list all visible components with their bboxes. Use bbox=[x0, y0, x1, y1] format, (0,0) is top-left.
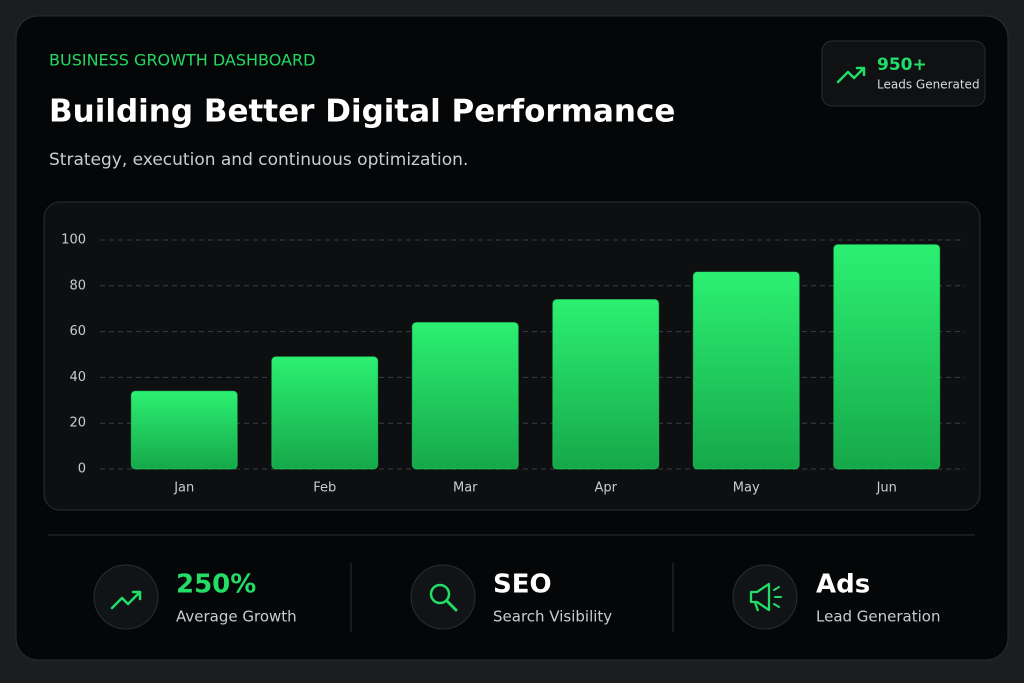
growth-icon bbox=[110, 590, 142, 610]
stat-icon-bg bbox=[93, 564, 159, 630]
y-tick-label: 80 bbox=[69, 278, 86, 293]
badge bbox=[821, 40, 986, 107]
trend-icon bbox=[836, 66, 866, 84]
x-tick-label: May bbox=[733, 481, 760, 496]
megaphone-icon bbox=[773, 586, 782, 608]
stat-label: Search Visibility bbox=[493, 608, 612, 626]
y-tick-label: 60 bbox=[69, 324, 86, 339]
bar bbox=[552, 299, 660, 470]
subtitle: Strategy, execution and continuous optim… bbox=[49, 150, 468, 170]
stat-value: 250% bbox=[176, 570, 256, 600]
title: Building Better Digital Performance bbox=[49, 94, 675, 130]
x-tick-label: Jun bbox=[876, 481, 897, 496]
bar bbox=[411, 321, 519, 470]
x-tick-label: Feb bbox=[313, 481, 336, 496]
eyebrow: BUSINESS GROWTH DASHBOARD bbox=[49, 51, 315, 70]
stat-icon-bg bbox=[410, 564, 476, 630]
stat-icon-bg bbox=[732, 564, 798, 630]
megaphone-icon bbox=[749, 582, 771, 612]
search-icon bbox=[445, 599, 458, 612]
bar bbox=[130, 390, 238, 470]
stat-label: Lead Generation bbox=[816, 608, 940, 626]
y-tick-label: 0 bbox=[78, 462, 86, 477]
y-tick-label: 20 bbox=[69, 416, 86, 431]
badge-value: 950+ bbox=[877, 55, 927, 75]
stat-value: Ads bbox=[816, 570, 870, 600]
x-tick-label: Mar bbox=[453, 481, 478, 496]
bar bbox=[271, 356, 379, 470]
stat-label: Average Growth bbox=[176, 608, 297, 626]
x-tick-label: Jan bbox=[173, 481, 194, 496]
search-icon bbox=[429, 583, 451, 605]
bar bbox=[833, 244, 941, 470]
y-tick-label: 100 bbox=[61, 233, 86, 248]
y-tick-label: 40 bbox=[69, 370, 86, 385]
badge-label: Leads Generated bbox=[877, 78, 980, 92]
stat-value: SEO bbox=[493, 570, 552, 600]
plot: 0 20 40 60 80 100 Jan Feb Mar Apr May Jun bbox=[61, 233, 965, 496]
x-tick-label: Apr bbox=[595, 481, 618, 496]
bar bbox=[692, 271, 800, 470]
